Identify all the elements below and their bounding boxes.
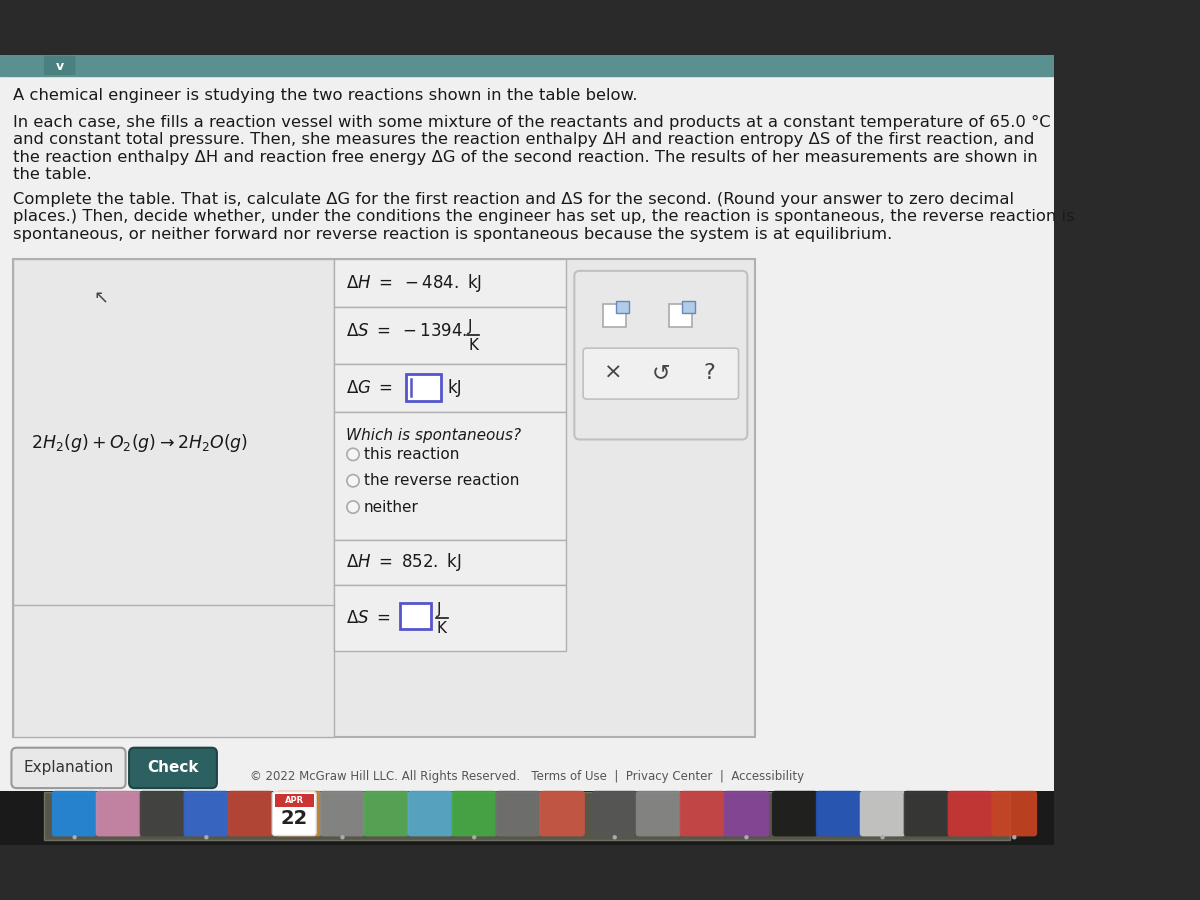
Text: the reverse reaction: the reverse reaction xyxy=(364,473,518,488)
Circle shape xyxy=(881,835,884,840)
FancyBboxPatch shape xyxy=(408,791,454,836)
Text: $\Delta S\ =$: $\Delta S\ =$ xyxy=(346,609,391,627)
Bar xyxy=(0,55,1054,76)
Text: ?: ? xyxy=(703,363,715,382)
Text: this reaction: this reaction xyxy=(364,447,458,462)
FancyBboxPatch shape xyxy=(272,792,316,835)
Circle shape xyxy=(347,448,359,461)
FancyBboxPatch shape xyxy=(583,348,738,399)
Bar xyxy=(604,304,626,327)
Circle shape xyxy=(744,835,749,840)
Text: Check: Check xyxy=(148,760,199,776)
FancyBboxPatch shape xyxy=(496,791,541,836)
Text: $2H_2(g) + O_2(g) \rightarrow 2H_2O(g)$: $2H_2(g) + O_2(g) \rightarrow 2H_2O(g)$ xyxy=(31,432,248,454)
Bar xyxy=(334,258,566,307)
Bar xyxy=(617,301,629,313)
FancyBboxPatch shape xyxy=(948,791,994,836)
Text: APR: APR xyxy=(284,796,304,805)
FancyBboxPatch shape xyxy=(539,791,584,836)
Bar xyxy=(406,374,440,400)
Bar xyxy=(13,258,334,737)
Text: kJ: kJ xyxy=(448,379,462,397)
Bar xyxy=(334,307,566,364)
Text: In each case, she fills a reaction vessel with some mixture of the reactants and: In each case, she fills a reaction vesse… xyxy=(13,114,1051,130)
Text: © 2022 McGraw Hill LLC. All Rights Reserved.   Terms of Use  |  Privacy Center  : © 2022 McGraw Hill LLC. All Rights Reser… xyxy=(250,770,804,783)
FancyBboxPatch shape xyxy=(12,748,126,788)
Text: $\Delta G\ =$: $\Delta G\ =$ xyxy=(346,379,394,397)
FancyBboxPatch shape xyxy=(679,791,725,836)
FancyBboxPatch shape xyxy=(96,791,142,836)
Text: A chemical engineer is studying the two reactions shown in the table below.: A chemical engineer is studying the two … xyxy=(13,88,637,104)
Bar xyxy=(683,301,695,313)
Text: v: v xyxy=(55,59,64,73)
Bar xyxy=(0,791,1054,850)
Text: Explanation: Explanation xyxy=(23,760,114,776)
Bar xyxy=(334,412,566,540)
FancyBboxPatch shape xyxy=(592,791,637,836)
Text: $\Delta S\ =\ -1394.$: $\Delta S\ =\ -1394.$ xyxy=(346,322,467,340)
Text: K: K xyxy=(437,621,446,636)
Text: ↺: ↺ xyxy=(652,363,671,382)
Text: J: J xyxy=(468,320,473,334)
FancyBboxPatch shape xyxy=(636,791,682,836)
Text: and constant total pressure. Then, she measures the reaction enthalpy ΔH and rea: and constant total pressure. Then, she m… xyxy=(13,132,1034,147)
Text: the table.: the table. xyxy=(13,167,92,182)
Bar xyxy=(13,258,755,737)
Text: neither: neither xyxy=(364,500,419,515)
Text: ↖: ↖ xyxy=(94,289,108,307)
Circle shape xyxy=(347,474,359,487)
Text: the reaction enthalpy ΔH and reaction free energy ΔG of the second reaction. The: the reaction enthalpy ΔH and reaction fr… xyxy=(13,149,1038,165)
Text: Which is spontaneous?: Which is spontaneous? xyxy=(346,428,521,443)
Circle shape xyxy=(347,501,359,513)
Text: places.) Then, decide whether, under the conditions the engineer has set up, the: places.) Then, decide whether, under the… xyxy=(13,210,1075,224)
Circle shape xyxy=(72,835,77,840)
Text: spontaneous, or neither forward nor reverse reaction is spontaneous because the : spontaneous, or neither forward nor reve… xyxy=(13,227,893,242)
FancyBboxPatch shape xyxy=(276,791,322,836)
Text: $\Delta H\ =\ 852.\ \mathrm{kJ}$: $\Delta H\ =\ 852.\ \mathrm{kJ}$ xyxy=(346,552,462,573)
Circle shape xyxy=(204,835,209,840)
FancyBboxPatch shape xyxy=(228,791,274,836)
Text: Complete the table. That is, calculate ΔG for the first reaction and ΔS for the : Complete the table. That is, calculate Δ… xyxy=(13,192,1014,207)
Bar xyxy=(400,603,431,629)
FancyBboxPatch shape xyxy=(44,56,76,75)
FancyBboxPatch shape xyxy=(816,791,862,836)
Bar xyxy=(275,794,313,806)
FancyBboxPatch shape xyxy=(724,791,769,836)
Circle shape xyxy=(341,835,344,840)
FancyBboxPatch shape xyxy=(859,791,906,836)
Bar xyxy=(334,585,566,651)
FancyBboxPatch shape xyxy=(575,271,748,439)
FancyBboxPatch shape xyxy=(130,748,217,788)
Bar xyxy=(334,364,566,412)
Circle shape xyxy=(612,835,617,840)
Bar xyxy=(670,304,692,327)
Text: ×: × xyxy=(604,363,623,382)
FancyBboxPatch shape xyxy=(991,791,1037,836)
FancyBboxPatch shape xyxy=(364,791,409,836)
FancyBboxPatch shape xyxy=(139,791,185,836)
Bar xyxy=(44,793,1010,840)
FancyBboxPatch shape xyxy=(52,791,97,836)
Text: K: K xyxy=(468,338,478,354)
Text: J: J xyxy=(437,602,440,616)
FancyBboxPatch shape xyxy=(184,791,229,836)
FancyBboxPatch shape xyxy=(319,791,365,836)
Text: $\Delta H\ =\ -484.\ \mathrm{kJ}$: $\Delta H\ =\ -484.\ \mathrm{kJ}$ xyxy=(346,272,482,293)
FancyBboxPatch shape xyxy=(904,791,949,836)
FancyBboxPatch shape xyxy=(451,791,497,836)
FancyBboxPatch shape xyxy=(772,791,817,836)
Bar xyxy=(334,540,566,585)
Circle shape xyxy=(472,835,476,840)
Circle shape xyxy=(1012,835,1016,840)
Text: 22: 22 xyxy=(281,809,308,828)
